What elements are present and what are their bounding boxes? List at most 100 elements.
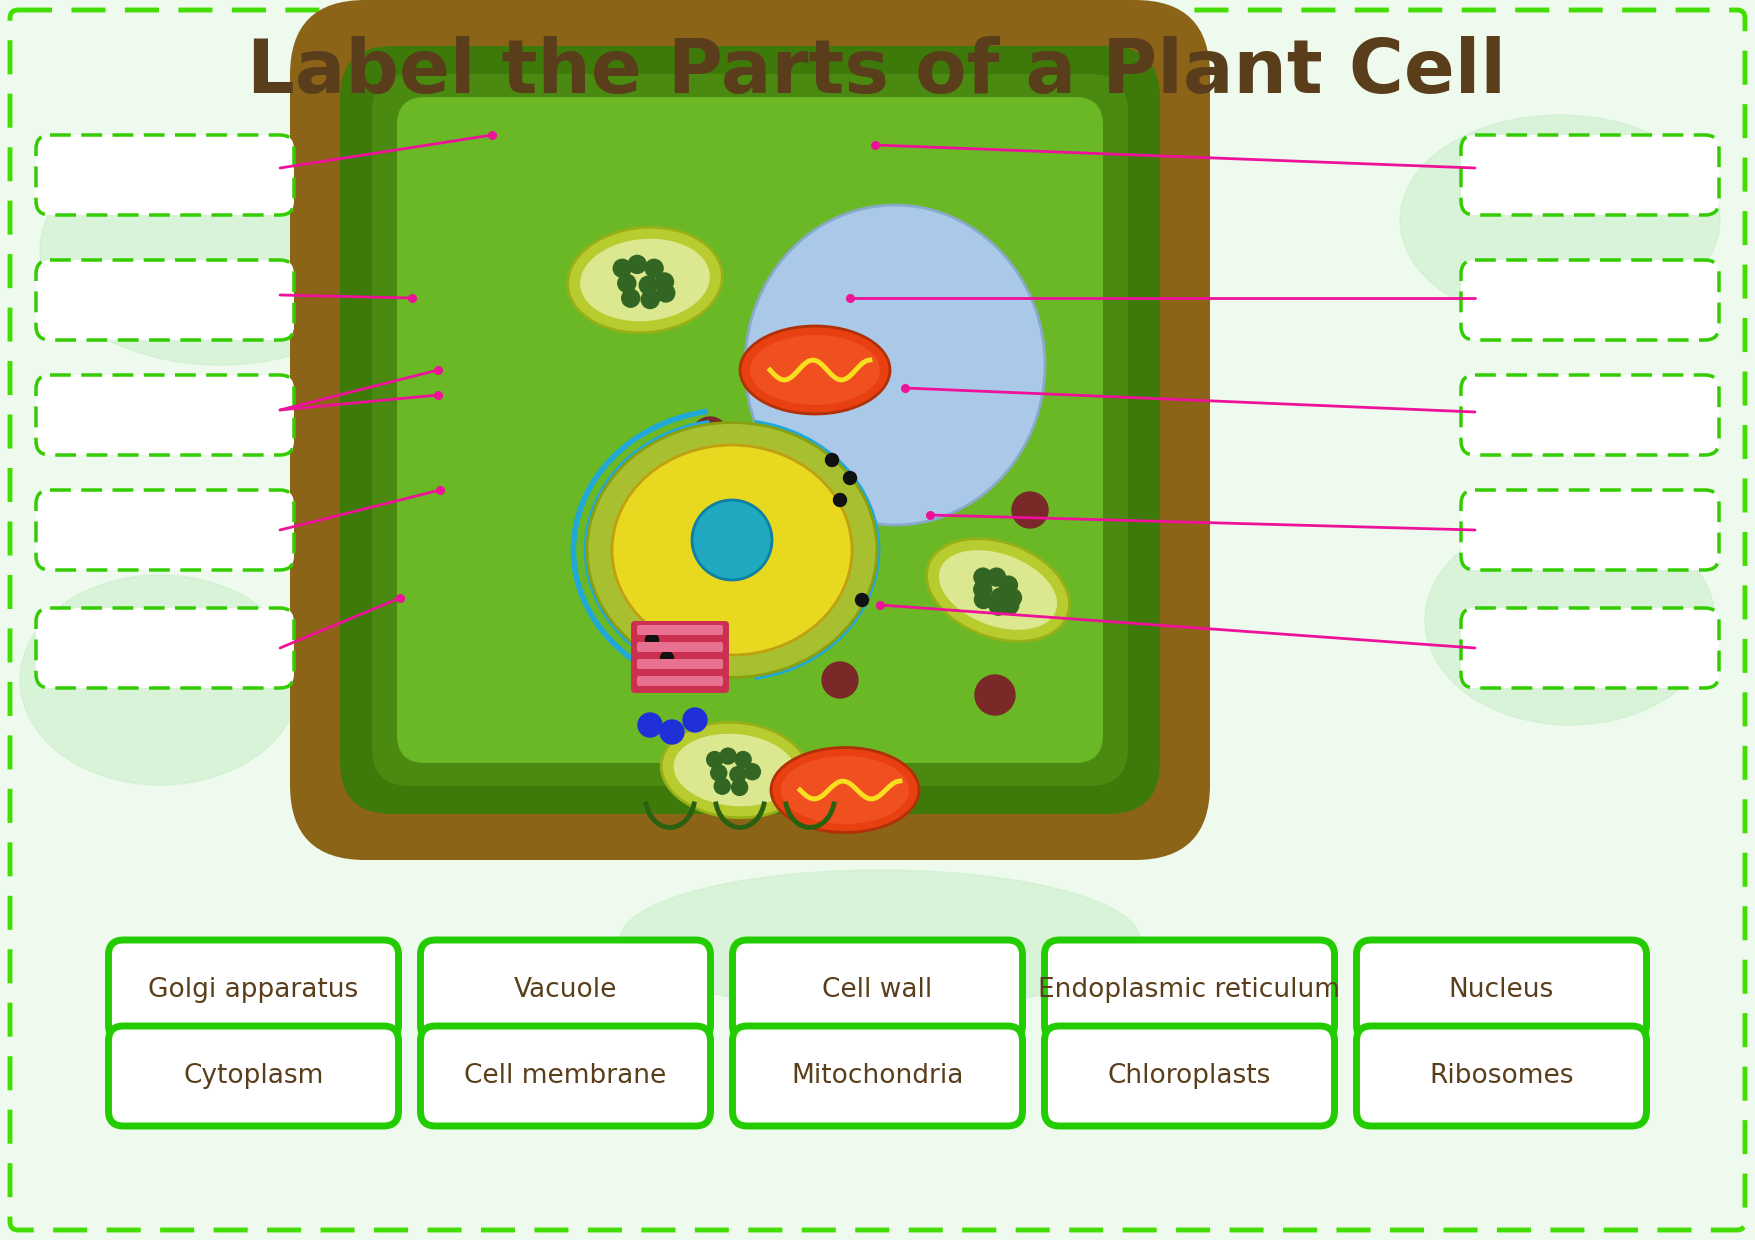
Ellipse shape [674,734,797,806]
Circle shape [834,494,846,506]
Circle shape [990,598,1007,615]
Circle shape [974,568,992,587]
Circle shape [656,273,674,291]
FancyBboxPatch shape [290,0,1209,861]
Circle shape [656,284,676,303]
Text: Endoplasmic reticulum: Endoplasmic reticulum [1039,977,1341,1003]
FancyBboxPatch shape [421,940,711,1040]
FancyBboxPatch shape [632,621,728,642]
Circle shape [855,594,869,606]
Circle shape [999,577,1018,594]
Circle shape [730,766,746,782]
Ellipse shape [746,205,1044,525]
Text: Chloroplasts: Chloroplasts [1107,1063,1271,1089]
Circle shape [683,708,707,732]
Circle shape [1013,492,1048,528]
FancyBboxPatch shape [109,1025,398,1126]
Text: Mitochondria: Mitochondria [792,1063,963,1089]
Circle shape [988,568,1006,587]
Ellipse shape [40,135,400,365]
Circle shape [621,289,641,308]
Circle shape [974,580,992,599]
FancyBboxPatch shape [637,676,723,686]
Ellipse shape [781,756,909,825]
Circle shape [714,779,730,795]
Circle shape [639,277,658,294]
Circle shape [1000,596,1018,614]
FancyBboxPatch shape [372,74,1128,786]
Circle shape [707,751,723,768]
Circle shape [612,259,632,278]
Circle shape [641,290,660,309]
Text: Cell membrane: Cell membrane [465,1063,667,1089]
Text: Golgi apparatus: Golgi apparatus [149,977,358,1003]
FancyBboxPatch shape [632,655,728,676]
Circle shape [976,675,1014,715]
Circle shape [691,417,728,453]
Circle shape [628,255,646,273]
Ellipse shape [581,239,709,321]
FancyBboxPatch shape [1460,374,1718,455]
Ellipse shape [612,445,851,655]
Circle shape [660,651,674,665]
Circle shape [974,590,992,609]
FancyBboxPatch shape [1357,1025,1646,1126]
FancyBboxPatch shape [1044,940,1334,1040]
Ellipse shape [939,551,1057,630]
Circle shape [844,471,856,485]
Circle shape [821,662,858,698]
Text: Nucleus: Nucleus [1450,977,1555,1003]
FancyBboxPatch shape [109,940,398,1040]
FancyBboxPatch shape [637,642,723,652]
Circle shape [735,751,751,768]
FancyBboxPatch shape [1460,608,1718,688]
Circle shape [639,713,662,737]
FancyBboxPatch shape [1357,940,1646,1040]
Circle shape [646,634,658,646]
Text: Label the Parts of a Plant Cell: Label the Parts of a Plant Cell [247,36,1506,109]
Ellipse shape [770,748,920,832]
Circle shape [1004,589,1021,606]
Ellipse shape [1425,515,1715,725]
Ellipse shape [662,722,809,817]
Text: Vacuole: Vacuole [514,977,618,1003]
FancyBboxPatch shape [1460,260,1718,340]
FancyBboxPatch shape [397,97,1102,763]
FancyBboxPatch shape [11,10,1744,1230]
FancyBboxPatch shape [1460,135,1718,215]
FancyBboxPatch shape [37,374,295,455]
FancyBboxPatch shape [421,1025,711,1126]
Ellipse shape [749,335,879,405]
FancyBboxPatch shape [632,672,728,693]
FancyBboxPatch shape [732,940,1023,1040]
Ellipse shape [741,326,890,414]
FancyBboxPatch shape [632,639,728,658]
Circle shape [646,259,663,278]
Ellipse shape [927,538,1069,641]
Ellipse shape [620,870,1141,1011]
Circle shape [720,748,735,764]
Circle shape [744,764,760,780]
Circle shape [732,780,748,795]
Circle shape [691,500,772,580]
Text: Cytoplasm: Cytoplasm [183,1063,323,1089]
Circle shape [711,765,727,781]
Ellipse shape [586,423,878,677]
FancyBboxPatch shape [37,490,295,570]
Circle shape [992,588,1009,606]
Ellipse shape [19,575,300,785]
FancyBboxPatch shape [37,260,295,340]
FancyBboxPatch shape [340,46,1160,813]
FancyBboxPatch shape [1460,490,1718,570]
Circle shape [618,274,635,293]
FancyBboxPatch shape [37,135,295,215]
Text: Cell wall: Cell wall [823,977,932,1003]
FancyBboxPatch shape [637,625,723,635]
FancyBboxPatch shape [37,608,295,688]
Circle shape [660,720,684,744]
FancyBboxPatch shape [1044,1025,1334,1126]
FancyBboxPatch shape [732,1025,1023,1126]
Ellipse shape [567,227,723,332]
FancyBboxPatch shape [637,658,723,670]
Ellipse shape [1400,115,1720,325]
